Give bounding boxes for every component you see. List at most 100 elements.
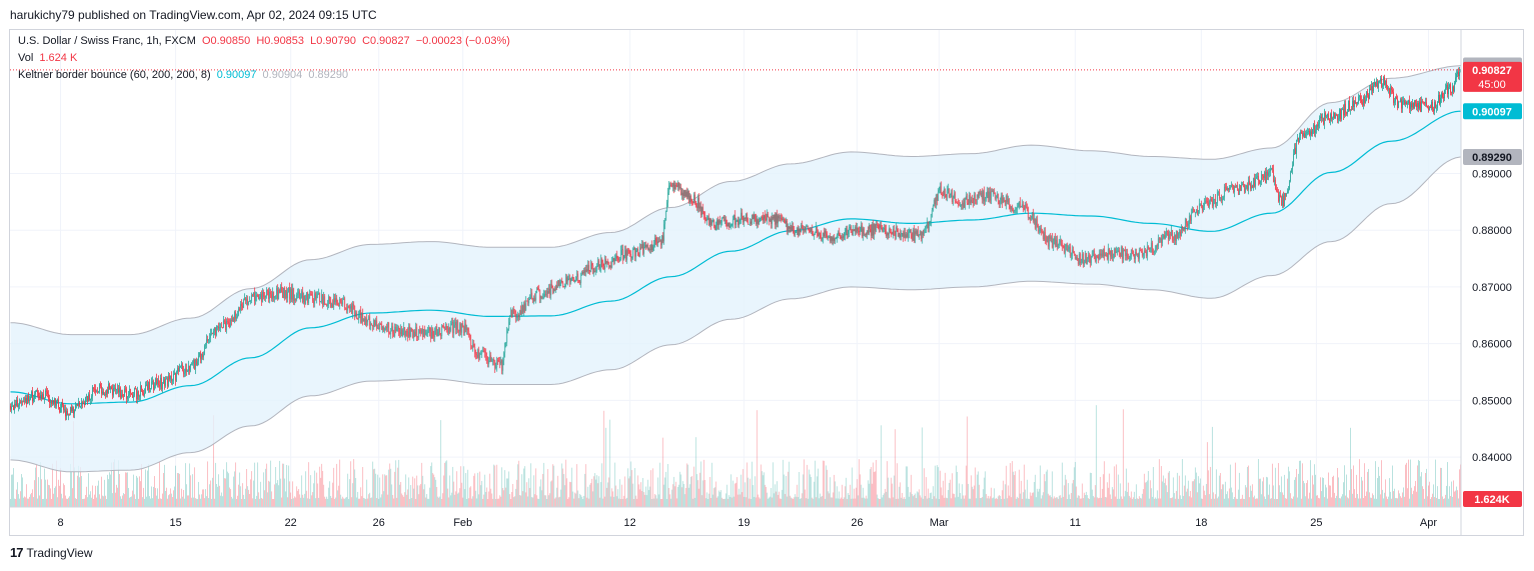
candle-body xyxy=(19,401,20,406)
volume-bar xyxy=(11,474,12,507)
volume-bar xyxy=(582,498,584,507)
volume-bar xyxy=(794,494,796,507)
x-tick-label: 26 xyxy=(373,517,385,529)
candle-body xyxy=(645,245,647,247)
candle-body xyxy=(1006,195,1008,203)
candle-body xyxy=(1328,113,1329,120)
volume-bar xyxy=(521,474,523,507)
candle-body xyxy=(427,330,429,333)
volume-bar xyxy=(442,493,444,507)
candle-body xyxy=(577,273,579,281)
candle-body xyxy=(145,385,146,394)
candle-body xyxy=(347,306,349,311)
candle-body xyxy=(801,225,803,229)
candle-body xyxy=(404,327,406,336)
volume-bar xyxy=(656,498,658,507)
candle-body xyxy=(994,193,996,199)
candle-body xyxy=(230,319,232,327)
candle-body xyxy=(810,228,812,233)
volume-bar xyxy=(1178,475,1180,507)
volume-bar xyxy=(1147,471,1149,507)
volume-bar xyxy=(1133,491,1135,507)
volume-bar xyxy=(114,459,115,507)
candle-body xyxy=(564,284,566,288)
volume-bar xyxy=(120,496,121,507)
candle-body xyxy=(797,228,799,236)
volume-bar xyxy=(1153,498,1155,507)
volume-bar xyxy=(119,474,120,507)
volume-bar xyxy=(793,497,795,507)
volume-bar xyxy=(540,479,542,507)
volume-bar xyxy=(847,493,849,507)
candle-body xyxy=(1405,101,1406,105)
candle-body xyxy=(650,244,652,251)
candle-body xyxy=(954,193,956,201)
candle-body xyxy=(413,331,415,338)
volume-bar xyxy=(449,475,451,507)
volume-bar xyxy=(163,473,165,507)
volume-bar xyxy=(277,480,279,507)
volume-bar xyxy=(722,498,724,507)
volume-bar xyxy=(19,498,20,507)
candle-body xyxy=(587,264,589,271)
candle-body xyxy=(87,396,88,402)
candle-body xyxy=(617,258,619,260)
candle-body xyxy=(409,326,411,337)
candle-body xyxy=(317,293,319,296)
volume-bar xyxy=(497,498,499,507)
volume-bar xyxy=(200,498,202,507)
candle-body xyxy=(957,203,959,205)
volume-bar xyxy=(1095,405,1097,507)
candle-body xyxy=(1244,185,1245,192)
volume-bar xyxy=(910,474,912,507)
volume-bar xyxy=(642,477,644,507)
chart-frame[interactable] xyxy=(9,29,1524,536)
candle-body xyxy=(738,220,740,226)
volume-bar xyxy=(688,487,690,507)
candle-body xyxy=(235,311,237,319)
candle-body xyxy=(1293,153,1294,166)
volume-bar xyxy=(1013,475,1015,507)
y-tick-label: 0.86000 xyxy=(1472,339,1512,351)
volume-bar xyxy=(731,497,733,507)
volume-bar xyxy=(679,471,681,507)
volume-bar xyxy=(1155,498,1157,507)
volume-bar xyxy=(125,472,126,507)
candle-body xyxy=(58,399,59,408)
volume-bar xyxy=(1070,493,1072,507)
candle-body xyxy=(947,188,949,191)
candle-body xyxy=(572,276,574,279)
candle-body xyxy=(31,391,32,397)
candle-body xyxy=(104,394,105,395)
volume-bar xyxy=(17,482,18,507)
candle-body xyxy=(1403,100,1404,102)
volume-bar xyxy=(686,463,688,507)
candle-body xyxy=(910,229,912,235)
volume-bar xyxy=(1125,468,1127,507)
candle-body xyxy=(763,215,765,221)
volume-bar xyxy=(994,498,996,507)
candle-body xyxy=(478,349,480,359)
volume-bar xyxy=(561,463,563,507)
volume-bar xyxy=(574,492,576,507)
candle-body xyxy=(483,350,485,352)
candle-body xyxy=(1306,132,1307,134)
volume-bar xyxy=(1296,497,1298,507)
candle-body xyxy=(758,221,760,224)
volume-bar xyxy=(743,496,745,507)
candle-body xyxy=(1427,106,1428,108)
volume-bar xyxy=(1120,496,1122,507)
candle-body xyxy=(94,388,95,390)
candle-body xyxy=(390,330,392,335)
candle-body xyxy=(279,290,281,294)
candle-body xyxy=(608,262,610,268)
volume-bar xyxy=(840,497,842,507)
candle-body xyxy=(1251,185,1252,189)
candle-body xyxy=(1340,109,1341,120)
volume-bar xyxy=(621,484,623,507)
volume-bar xyxy=(963,498,965,507)
footer-brand[interactable]: 17 TradingView xyxy=(10,545,93,560)
candle-body xyxy=(1324,113,1325,125)
volume-bar xyxy=(222,496,224,507)
